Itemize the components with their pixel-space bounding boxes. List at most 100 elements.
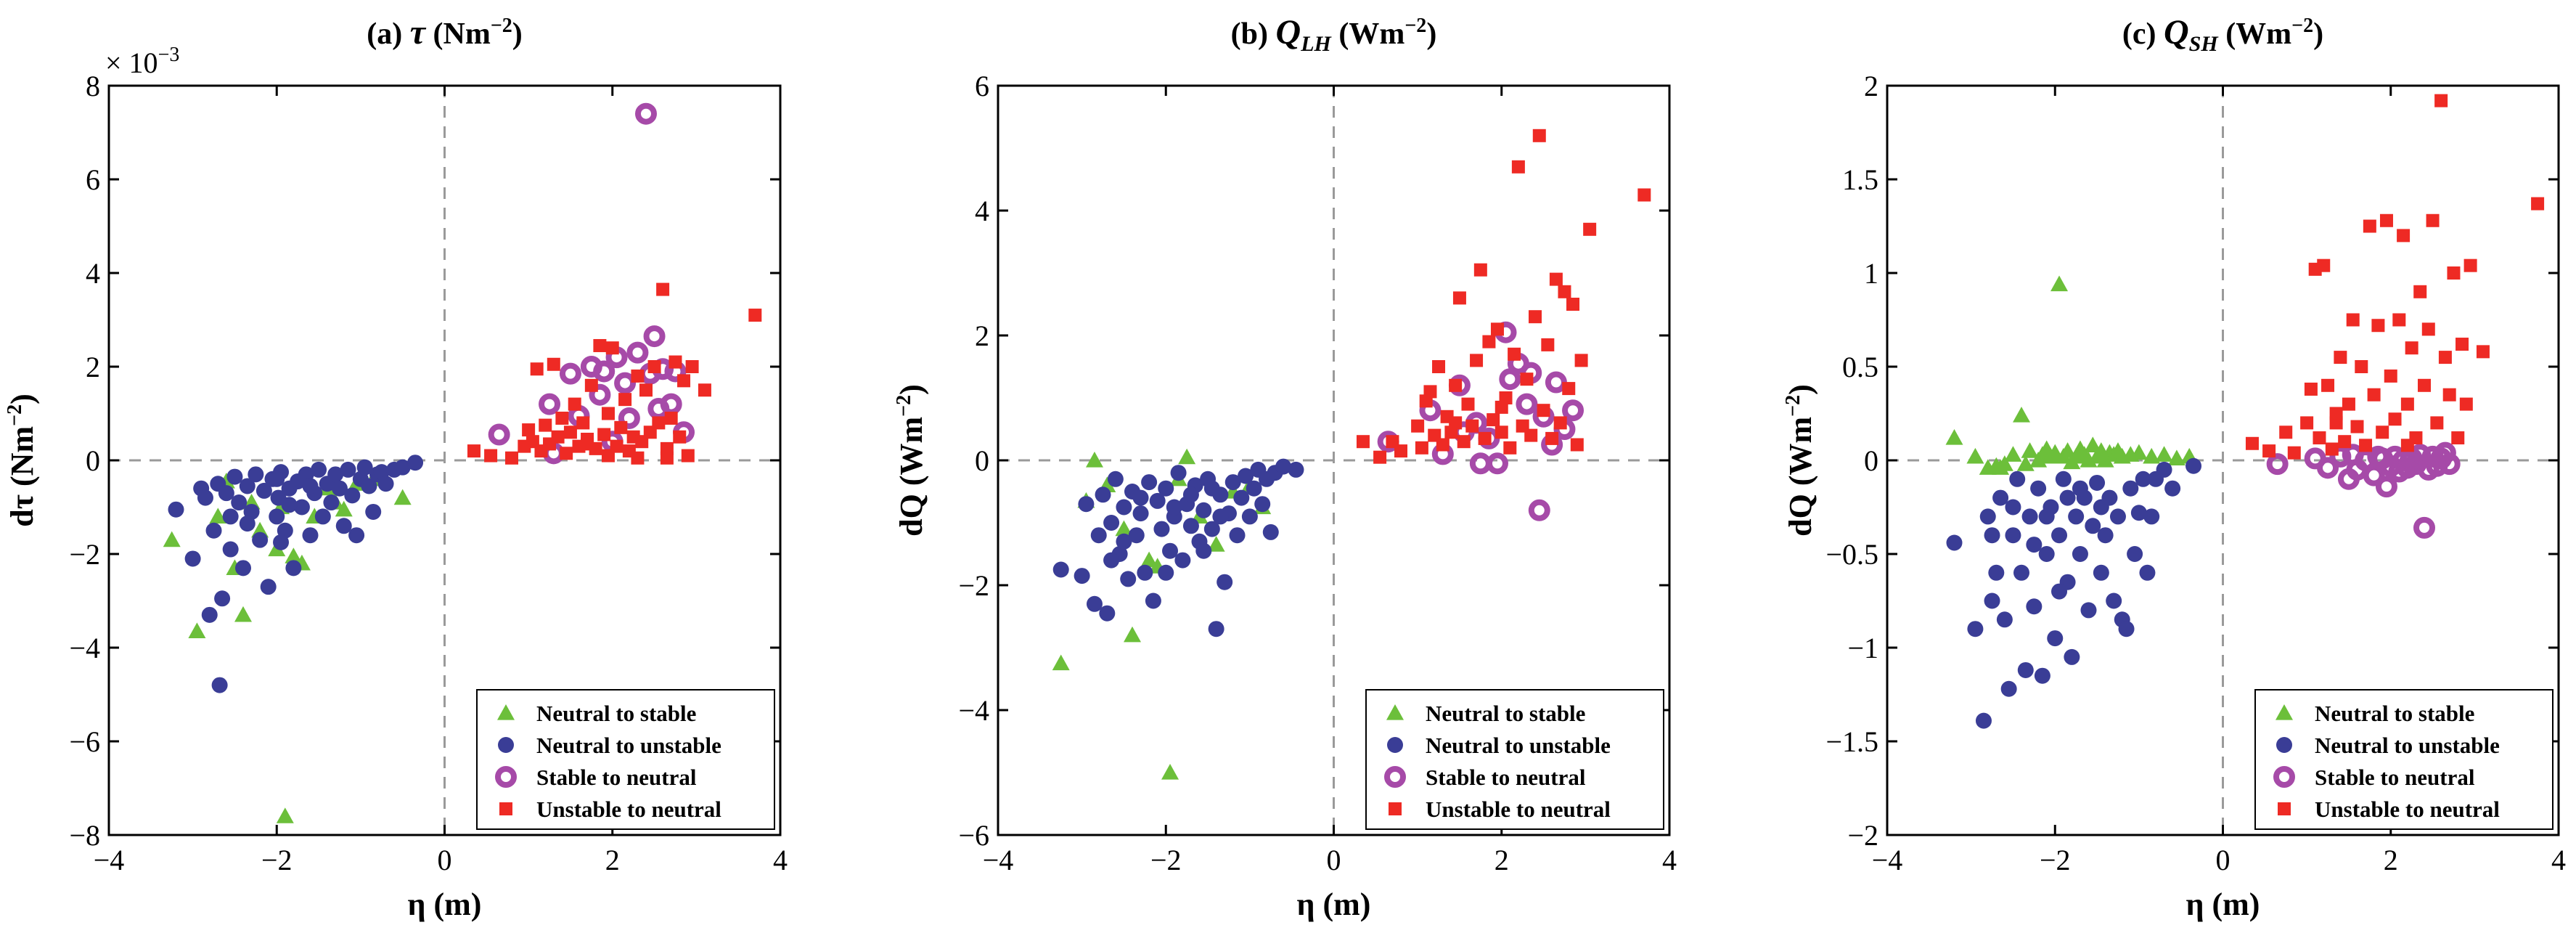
data-point-triangle [188, 622, 206, 639]
data-point-square [1511, 160, 1525, 174]
data-point-square [2376, 425, 2389, 439]
data-point-circle [2000, 680, 2017, 697]
panel-c: −4 −2 0 2 4−2−1.5−1−0.500.511.52(c) QSH (Wm−… [1782, 13, 2566, 922]
data-point-circle [1116, 499, 1132, 516]
data-point-square [664, 411, 678, 425]
data-point-square [605, 341, 619, 355]
data-point-square [1478, 431, 1492, 445]
data-point-triangle [2021, 442, 2039, 458]
data-point-square [1637, 188, 1651, 202]
data-point-square [1490, 322, 1504, 336]
legend-label: Stable to neutral [536, 765, 697, 790]
data-point-circle [2030, 480, 2047, 497]
data-point-circle [1233, 489, 1250, 506]
data-point-circle [1238, 468, 1254, 484]
data-point-circle [1128, 527, 1145, 544]
data-point-circle [1212, 508, 1229, 525]
data-point-circle [2164, 480, 2181, 497]
data-point-circle [1275, 458, 1292, 475]
y-tick-label: 0 [975, 444, 989, 477]
data-point-square [1457, 435, 1471, 449]
y-tick-label: −4 [69, 632, 100, 664]
data-point-circle [356, 459, 373, 476]
data-point-square [505, 451, 518, 465]
data-point-circle [1979, 508, 1996, 525]
data-point-circle [1988, 564, 2005, 581]
data-point-circle [1095, 486, 1111, 503]
data-point-square [677, 374, 691, 388]
data-point-square [1495, 400, 1508, 414]
data-point-triangle [1052, 654, 1070, 671]
data-point-circle [1262, 524, 1279, 540]
data-point-ring [2317, 457, 2339, 479]
y-tick-label: 2 [1864, 70, 1878, 102]
legend-label: Neutral to unstable [1426, 733, 1611, 758]
data-point-square [563, 425, 577, 439]
legend-marker-square [2278, 802, 2291, 815]
data-point-triangle [1085, 452, 1103, 468]
data-point-circle [293, 499, 310, 516]
data-point-square [2313, 431, 2326, 445]
data-point-square [2359, 439, 2373, 452]
data-point-circle [1195, 502, 1212, 518]
data-points [1052, 129, 1651, 780]
data-point-triangle [1992, 459, 2010, 475]
data-point-square [1465, 419, 1479, 433]
data-point-circle [2139, 564, 2156, 581]
data-point-square [2442, 388, 2456, 402]
data-point-square [2434, 94, 2448, 107]
data-point-circle [218, 485, 234, 502]
data-point-square [2338, 435, 2352, 449]
data-point-circle [1203, 521, 1220, 537]
legend-box [1365, 689, 1664, 830]
y-tick-label: −1 [1847, 632, 1878, 664]
y-tick-label: −0.5 [1825, 538, 1878, 571]
data-point-circle [1137, 564, 1153, 581]
data-point-circle [1145, 592, 1161, 609]
data-point-square [1411, 419, 1425, 433]
data-point-square [2334, 351, 2347, 364]
data-point-ring [2438, 453, 2461, 476]
data-point-circle [314, 508, 331, 525]
data-point-circle [2059, 489, 2076, 506]
data-point-circle [2047, 630, 2064, 647]
data-point-square [547, 357, 560, 371]
series-square [2245, 94, 2545, 460]
data-point-circle [2068, 508, 2085, 525]
data-point-circle [1090, 527, 1107, 544]
data-point-square [1452, 291, 1466, 305]
data-point-square [2456, 338, 2469, 351]
data-point-circle [327, 466, 344, 483]
data-point-ring [539, 393, 561, 415]
data-point-circle [335, 518, 352, 534]
y-axis-label: dQ (Wm−2) [1782, 384, 1818, 537]
data-point-circle [2109, 508, 2126, 525]
x-tick-label: −2 [1150, 844, 1182, 876]
data-point-square [1473, 263, 1487, 277]
data-point-square [2384, 369, 2397, 383]
data-point-ring [593, 360, 616, 383]
data-point-square [631, 369, 645, 383]
data-point-circle [1288, 461, 1304, 478]
data-point-circle [226, 468, 243, 485]
x-tick-label: 0 [438, 844, 452, 876]
data-point-circle [1086, 595, 1103, 612]
legend-label: Neutral to stable [1426, 701, 1585, 726]
data-point-circle [1078, 496, 1095, 513]
y-tick-label: −2 [1847, 819, 1878, 852]
data-point-circle [344, 487, 361, 504]
data-point-circle [1229, 527, 1246, 544]
data-point-square [601, 407, 615, 420]
data-point-circle [361, 478, 377, 494]
data-point-circle [323, 494, 340, 511]
data-point-square [2430, 416, 2444, 430]
data-point-square [2451, 431, 2465, 445]
data-point-triangle [2143, 447, 2161, 464]
legend-marker-triangle [1386, 704, 1404, 720]
data-point-square [2262, 444, 2276, 458]
data-point-circle [2051, 583, 2068, 600]
data-point-square [581, 437, 594, 451]
data-point-circle [269, 470, 285, 487]
data-point-circle [365, 503, 382, 520]
data-point-square [1549, 272, 1563, 286]
